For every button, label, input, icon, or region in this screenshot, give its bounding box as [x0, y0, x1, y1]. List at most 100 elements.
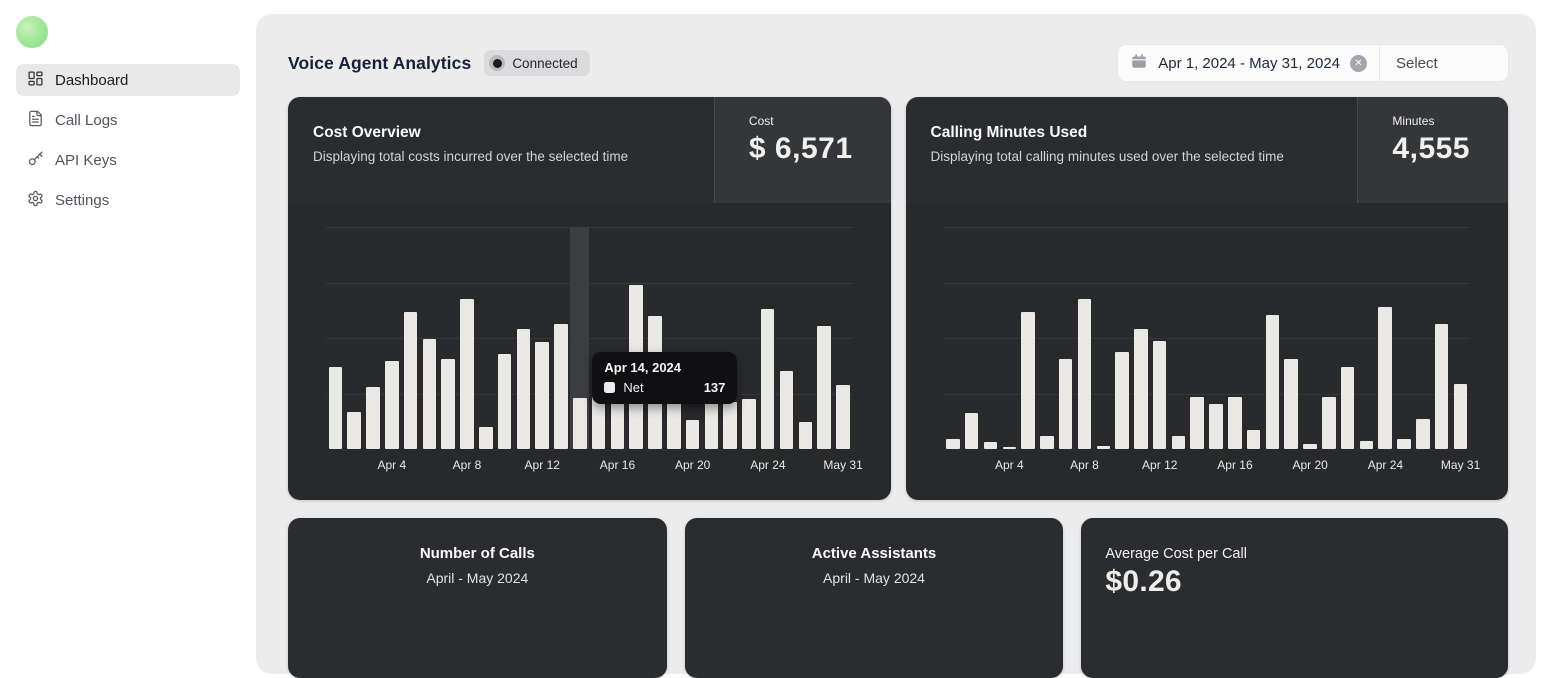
bar	[1284, 359, 1298, 449]
status-dot-icon	[489, 55, 506, 71]
date-range-button[interactable]: Apr 1, 2024 - May 31, 2024 ✕	[1118, 45, 1380, 81]
card-subtitle: April - May 2024	[823, 570, 925, 586]
date-picker: Apr 1, 2024 - May 31, 2024 ✕ Select	[1118, 45, 1508, 81]
bar	[460, 298, 474, 449]
bar	[554, 323, 568, 449]
stat-value: $ 6,571	[748, 132, 853, 165]
bar	[403, 311, 418, 449]
sidebar-item-dashboard[interactable]: Dashboard	[16, 64, 240, 96]
gridline	[943, 227, 1470, 228]
sidebar-item-api-keys[interactable]: API Keys	[16, 144, 240, 176]
x-tick-label: May 31	[1440, 458, 1481, 472]
bar	[1265, 314, 1280, 449]
bar	[723, 402, 737, 449]
bars-container	[326, 227, 853, 449]
bar	[1416, 419, 1430, 449]
card-title: Number of Calls	[419, 545, 535, 562]
bar-slot	[345, 227, 364, 449]
minutes-stat-box: Minutes 4,555	[1357, 97, 1508, 203]
x-tick-label: Apr 24	[1367, 458, 1404, 472]
cost-chart-x-axis: Apr 4 Apr 8 Apr 12 Apr 16 Apr 20 Apr 24 May 31	[326, 449, 862, 483]
bar	[516, 328, 531, 449]
bar	[385, 360, 399, 449]
bar-slot	[1319, 227, 1338, 449]
bar-slot	[1413, 227, 1432, 449]
sidebar-item-call-logs[interactable]: Call Logs	[16, 104, 240, 136]
gridline	[326, 393, 853, 395]
bar-slot	[646, 227, 665, 449]
x-tick-label: Apr 4	[377, 458, 407, 472]
bar	[1397, 439, 1411, 449]
bar	[366, 387, 380, 449]
bar	[946, 439, 960, 449]
bar-slot	[815, 227, 834, 449]
cost-stat-box: Cost $ 6,571	[713, 97, 891, 203]
bar-slot	[627, 227, 646, 449]
x-tick-label: Apr 8	[452, 458, 482, 472]
bar	[704, 398, 719, 449]
x-tick-label: Apr 4	[994, 458, 1024, 472]
bar	[1322, 397, 1336, 449]
bar	[1209, 404, 1223, 449]
bar-slot	[439, 227, 458, 449]
x-tick-label: May 31	[823, 458, 863, 472]
avatar	[16, 16, 48, 48]
bar-slot	[1432, 227, 1451, 449]
bar	[572, 398, 587, 449]
minutes-chart-plot[interactable]	[943, 227, 1470, 449]
bar	[1434, 323, 1449, 449]
bar-slot	[683, 227, 702, 449]
bar-slot	[401, 227, 420, 449]
stat-value: 4,555	[1392, 132, 1470, 165]
bar-slot	[608, 227, 627, 449]
bar-slot	[382, 227, 401, 449]
bar	[1359, 441, 1374, 449]
bar-slot	[1301, 227, 1320, 449]
bar-slot	[1113, 227, 1132, 449]
tooltip-series: Net	[623, 380, 644, 395]
card-title: Active Assistants	[811, 545, 937, 562]
bar-slot	[1019, 227, 1038, 449]
minutes-chart[interactable]: Apr 4 Apr 8 Apr 12 Apr 16 Apr 20 Apr 24 May 31	[905, 203, 1508, 500]
bar-slot	[702, 227, 721, 449]
bar-slot	[1376, 227, 1395, 449]
bar-slot	[1075, 227, 1094, 449]
sidebar: Dashboard Call Logs API Keys	[0, 0, 256, 605]
bar-slot	[420, 227, 439, 449]
bar	[983, 441, 998, 449]
bar-slot	[476, 227, 495, 449]
sidebar-item-label: Settings	[55, 191, 110, 209]
average-cost-value: $0.26	[1105, 565, 1182, 598]
calendar-icon	[1130, 52, 1148, 75]
sidebar-item-settings[interactable]: Settings	[16, 184, 240, 216]
bar-slot	[962, 227, 981, 449]
bar	[1040, 436, 1054, 449]
clear-date-button[interactable]: ✕	[1350, 54, 1367, 72]
bar-slot	[1094, 227, 1113, 449]
tooltip-value: 137	[703, 380, 726, 395]
sidebar-item-label: API Keys	[55, 151, 117, 169]
bar	[1096, 446, 1111, 449]
bar	[1002, 447, 1017, 449]
bar-slot	[1056, 227, 1075, 449]
card-subtitle: April - May 2024	[426, 570, 529, 586]
bar	[798, 422, 813, 449]
bar-slot	[1338, 227, 1357, 449]
bar	[422, 338, 437, 449]
cost-chart[interactable]: Apr 14, 2024 Net 137 Apr 4 Apr 8 Apr 12 Apr…	[288, 203, 891, 500]
bar-slot	[570, 227, 589, 449]
bar	[1115, 352, 1129, 449]
cost-chart-plot[interactable]: Apr 14, 2024 Net 137	[326, 227, 853, 449]
bar	[1134, 328, 1148, 449]
bar	[1171, 436, 1186, 449]
bar	[666, 399, 681, 449]
bar-slot	[777, 227, 796, 449]
bar	[964, 413, 979, 449]
select-dropdown[interactable]: Select	[1380, 45, 1508, 81]
bar	[1453, 383, 1468, 449]
gridline	[326, 282, 853, 284]
bar-slot	[721, 227, 740, 449]
header: Voice Agent Analytics Connected Apr 1, 2…	[288, 45, 1508, 81]
bar	[441, 358, 455, 449]
gridline	[943, 338, 1470, 339]
